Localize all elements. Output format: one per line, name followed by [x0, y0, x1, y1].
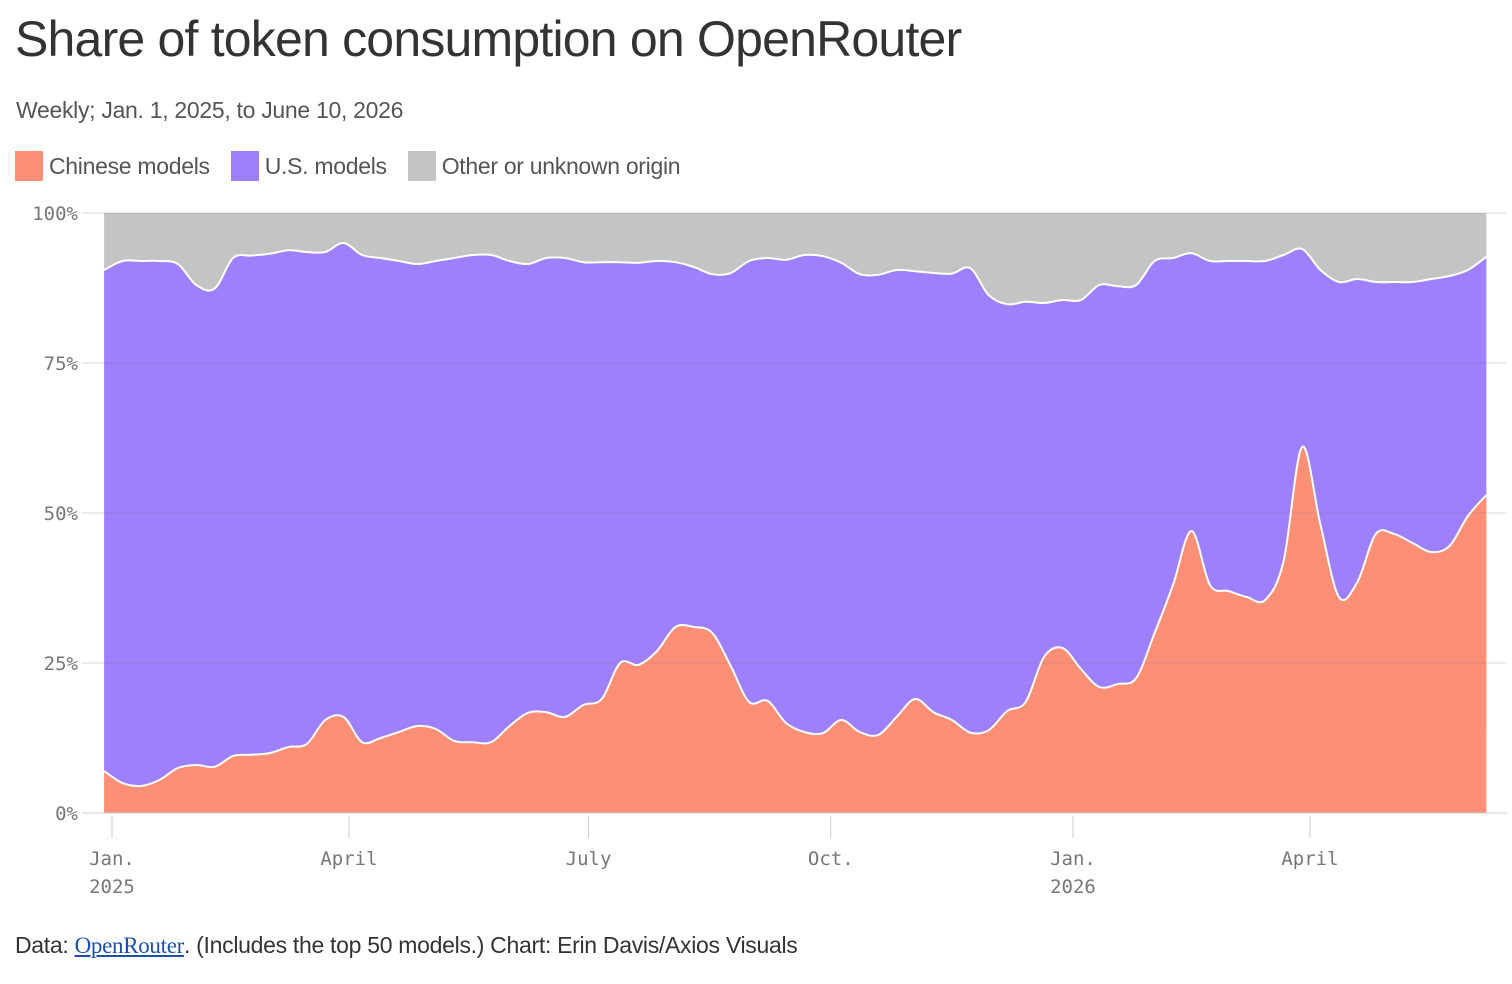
x-tick-label: July [566, 848, 612, 870]
stacked-area-chart: 0% 25% 50% 75% 100% Jan. 2025 April July Oct. Jan.… [32, 203, 1507, 898]
x-tick-label: Jan. [89, 848, 135, 870]
y-tick-label: 0% [55, 803, 78, 825]
source-link[interactable]: OpenRouter [74, 933, 185, 958]
legend-label-us: U.S. models [264, 152, 387, 179]
x-tick-label: April [1281, 848, 1338, 870]
area-chinese-models [104, 446, 1487, 813]
legend-item-us: U.S. models [230, 151, 387, 181]
legend-swatch-chinese [15, 151, 43, 181]
area-us-models [104, 242, 1487, 787]
x-tick-label: April [320, 848, 377, 870]
chart-subtitle: Weekly; Jan. 1, 2025, to June 10, 2026 [16, 97, 404, 123]
legend-swatch-us [230, 151, 259, 181]
y-tick-label: 50% [44, 503, 79, 525]
y-tick-label: 100% [32, 203, 78, 225]
y-tick-label: 25% [44, 653, 79, 675]
legend-label-other: Other or unknown origin [441, 152, 681, 179]
chart-footer: Data: OpenRouter. (Includes the top 50 m… [15, 932, 798, 959]
x-tick-year-label: 2026 [1050, 876, 1096, 898]
y-tick-label: 75% [44, 353, 79, 375]
x-tick-label: Jan. [1050, 848, 1096, 870]
boundary-line-chinese [103, 445, 1488, 788]
x-tick-label: Oct. [808, 848, 854, 870]
area-other-unknown [104, 213, 1487, 305]
legend-item-chinese: Chinese models [15, 151, 210, 181]
chart-title: Share of token consumption on OpenRouter [15, 11, 962, 67]
legend: Chinese models U.S. models Other or unkn… [15, 150, 701, 182]
x-tick-year-label: 2025 [89, 876, 135, 898]
legend-item-other: Other or unknown origin [407, 151, 681, 181]
footer-prefix: Data: [15, 932, 75, 958]
legend-swatch-other [407, 151, 436, 181]
boundary-line-us [103, 242, 1487, 306]
footer-suffix: . (Includes the top 50 models.) Chart: E… [184, 932, 798, 958]
legend-label-chinese: Chinese models [49, 152, 210, 179]
